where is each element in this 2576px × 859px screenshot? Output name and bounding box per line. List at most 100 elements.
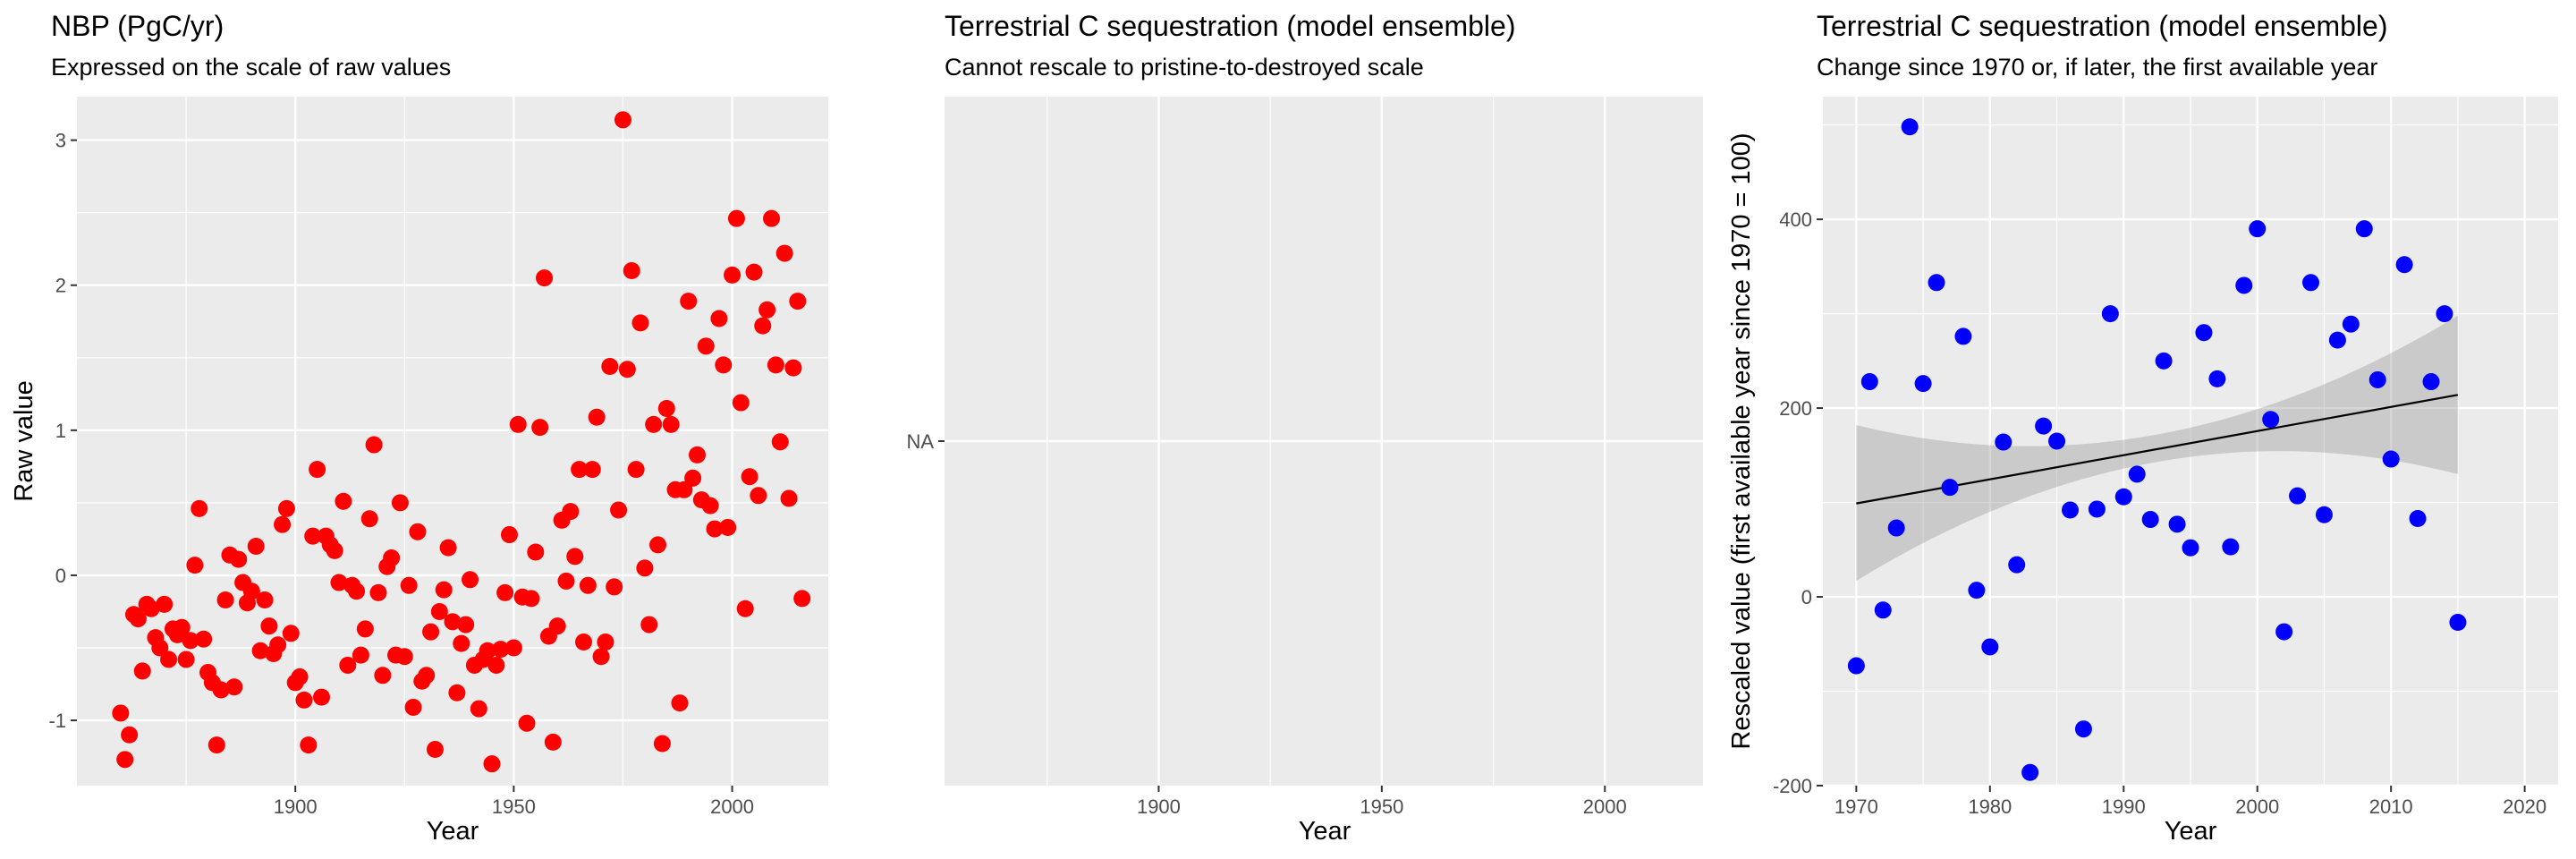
data-points (1847, 118, 2467, 781)
data-point (2235, 276, 2253, 294)
data-point (151, 639, 169, 657)
data-point (177, 651, 195, 668)
data-point (2208, 370, 2226, 387)
data-point (732, 394, 750, 412)
data-point (291, 668, 309, 685)
x-tick-label: 1990 (2102, 795, 2146, 818)
data-point (684, 469, 702, 487)
data-point (2355, 220, 2373, 238)
data-point (335, 492, 352, 510)
data-point (269, 636, 287, 654)
data-point (225, 678, 243, 696)
data-point (1914, 375, 1932, 393)
data-point (2382, 450, 2400, 468)
data-point (588, 408, 606, 426)
data-point (606, 578, 623, 596)
data-point (496, 583, 514, 601)
data-point (339, 656, 357, 674)
x-tick-label: 1900 (274, 795, 318, 818)
data-point (2182, 539, 2199, 557)
data-point (439, 539, 457, 557)
data-point (448, 684, 466, 702)
data-point (369, 583, 387, 601)
data-point (671, 694, 689, 712)
data-point (688, 446, 706, 464)
data-point (2035, 417, 2053, 435)
data-point (763, 209, 781, 227)
data-point (562, 503, 580, 521)
data-point (277, 499, 295, 517)
data-point (422, 623, 440, 641)
data-point (2101, 305, 2119, 323)
data-point (304, 527, 322, 545)
data-point (2195, 324, 2213, 342)
data-point (2302, 274, 2320, 292)
data-point (1995, 433, 2012, 451)
data-point (295, 691, 313, 709)
data-point (2449, 614, 2467, 632)
data-point (2262, 411, 2280, 429)
y-tick-label: -1 (48, 710, 66, 732)
data-point (1928, 274, 1945, 292)
x-axis-label: Year (1299, 817, 1352, 846)
data-point (557, 572, 575, 590)
data-point (365, 436, 383, 454)
data-point (2275, 623, 2293, 641)
data-points (112, 111, 811, 773)
y-tick-label: -200 (1773, 775, 1812, 797)
data-point (116, 751, 134, 769)
grid-lines (945, 97, 1703, 786)
data-point (2395, 256, 2413, 274)
data-point (462, 571, 479, 589)
data-point (133, 662, 151, 680)
x-axis-ticks: 1900 1950 2000 (274, 786, 754, 818)
data-point (2249, 220, 2267, 238)
data-point (274, 515, 292, 533)
data-point (409, 523, 427, 540)
data-point (724, 266, 741, 284)
data-point (309, 461, 326, 479)
data-point (2114, 488, 2132, 506)
data-point (391, 494, 409, 512)
data-point (312, 688, 330, 706)
data-point (706, 520, 724, 538)
data-point (566, 548, 584, 566)
data-point (509, 415, 527, 433)
data-point (623, 262, 640, 280)
data-point (195, 630, 213, 648)
x-tick-label: 2000 (1583, 795, 1627, 818)
data-point (395, 648, 413, 666)
data-point (680, 293, 698, 310)
data-point (418, 667, 436, 685)
y-tick-label: NA (906, 430, 934, 453)
y-tick-label: 400 (1779, 208, 1812, 231)
data-point (1941, 479, 1959, 497)
data-point (518, 714, 536, 732)
data-point (710, 310, 728, 327)
data-point (330, 574, 348, 591)
data-point (610, 501, 628, 519)
data-point (544, 733, 562, 751)
data-point (645, 415, 663, 433)
data-point (208, 736, 225, 754)
data-point (2168, 515, 2186, 533)
data-point (548, 617, 566, 635)
data-point (715, 356, 733, 374)
data-point (627, 461, 645, 479)
data-point (487, 656, 505, 674)
data-point (156, 595, 174, 613)
x-tick-label: 2010 (2369, 795, 2413, 818)
data-point (479, 642, 496, 659)
y-tick-label: 3 (55, 130, 66, 152)
y-axis-label: Raw value (10, 380, 38, 501)
data-point (2315, 506, 2333, 523)
panel-nbp: NBP (PgC/yr) Expressed on the scale of r… (10, 10, 828, 846)
data-point (531, 419, 549, 437)
data-point (597, 634, 614, 651)
panel-title: NBP (PgC/yr) (51, 10, 224, 42)
data-point (2422, 373, 2440, 391)
x-tick-label: 2000 (710, 795, 754, 818)
data-point (282, 625, 300, 642)
data-point (2008, 556, 2026, 574)
